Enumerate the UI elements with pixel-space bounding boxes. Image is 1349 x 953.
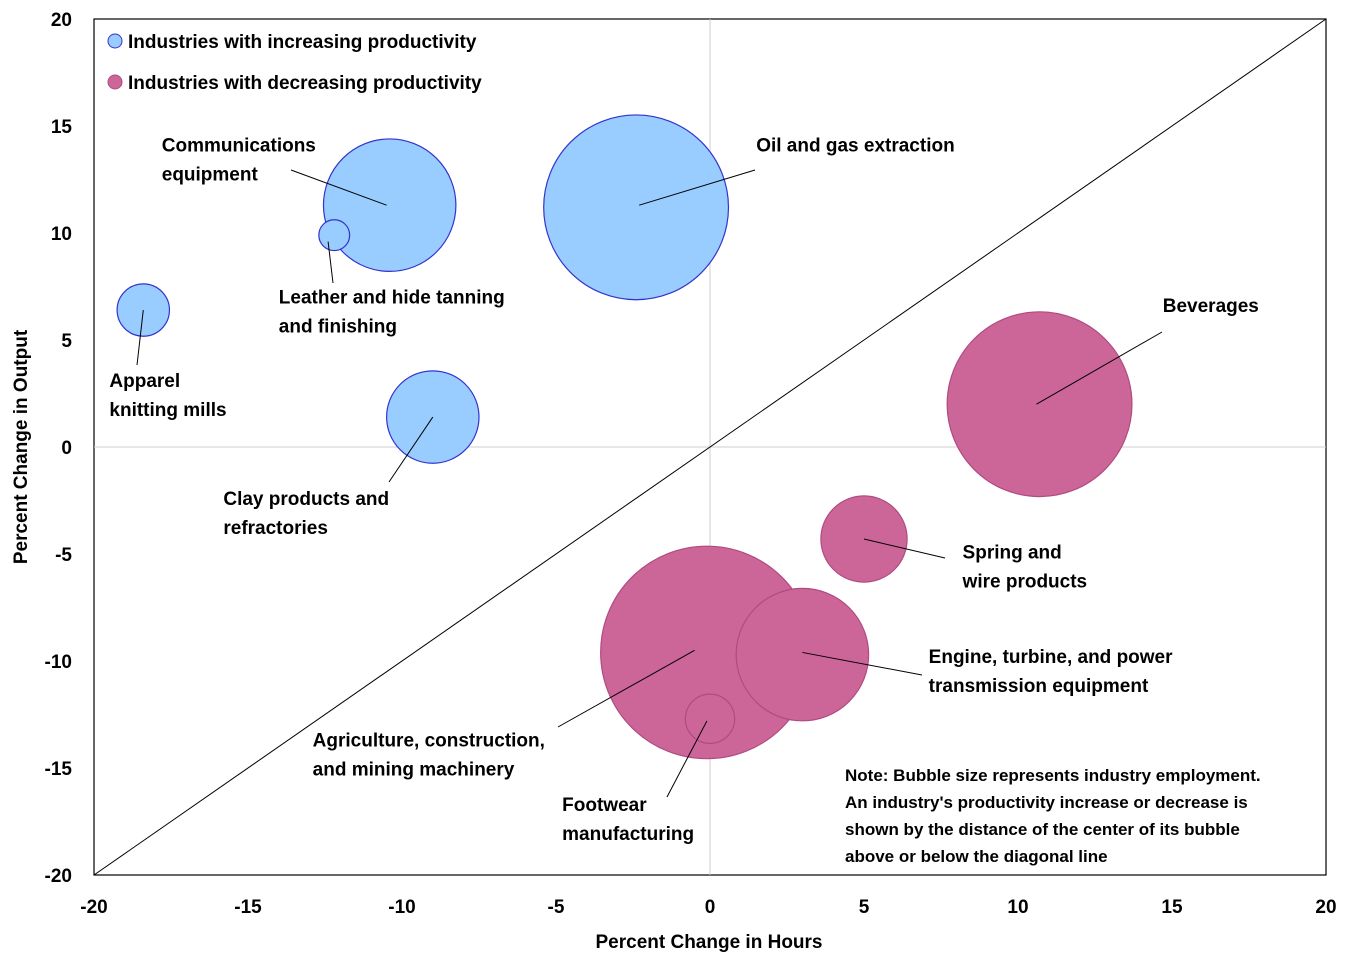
x-tick-label: 20 [1315, 897, 1336, 918]
point-label: Spring and wire products [962, 542, 1088, 592]
legend-marker [107, 33, 123, 49]
point-label: Communications equipment [162, 136, 316, 186]
x-tick-label: 5 [859, 897, 870, 918]
y-tick-label: 10 [51, 224, 72, 245]
legend-marker [107, 74, 123, 90]
x-tick-label: 10 [1007, 897, 1028, 918]
x-axis-title: Percent Change in Hours [596, 932, 823, 953]
bubble [735, 587, 870, 722]
legend-entry: Industries with increasing productivity [128, 32, 477, 53]
legend-entry: Industries with decreasing productivity [128, 73, 482, 94]
point-labels: Oil and gas extraction Communications equi… [109, 136, 1258, 845]
note: Note: Bubble size represents industry em… [845, 766, 1261, 866]
leader-line [1036, 331, 1163, 405]
leader-line [327, 241, 334, 284]
x-tick-label: 0 [705, 897, 716, 918]
y-tick-label: 0 [61, 438, 72, 459]
leader-line [666, 720, 708, 798]
point-label: Oil and gas extraction [756, 136, 955, 157]
x-tick-label: 15 [1161, 897, 1183, 918]
point-label: Apparel knitting mills [109, 371, 226, 421]
point-label: Footwear manufacturing [562, 795, 694, 845]
leader-line [388, 416, 434, 483]
y-tick-label: -10 [45, 652, 72, 673]
bubble [322, 138, 457, 272]
bubble [684, 693, 736, 745]
legend: Industries with increasing productivity I… [107, 32, 482, 94]
leader-line [802, 651, 923, 676]
bubble [543, 114, 730, 301]
leader-line [639, 169, 756, 206]
x-tick-label: -10 [388, 897, 415, 918]
point-label: Beverages [1163, 296, 1259, 317]
bubble [318, 219, 351, 252]
bubbles [116, 114, 1133, 760]
point-label: Clay products and refractories [223, 489, 389, 539]
bubble [946, 311, 1133, 498]
leader-lines [136, 169, 1163, 798]
y-tick-label: -5 [55, 545, 72, 566]
x-tick-label: -5 [548, 897, 565, 918]
leader-line [136, 309, 144, 366]
point-label: Agriculture, construction, and mining mac… [313, 731, 545, 781]
point-label: Engine, turbine, and power transmission e… [929, 647, 1173, 697]
y-tick-label: -15 [45, 759, 73, 780]
point-label: Leather and hide tanning and finishing [279, 288, 505, 338]
note-text: Note: Bubble size represents industry em… [845, 766, 1261, 866]
bubble [385, 370, 480, 464]
y-tick-label: 20 [51, 10, 72, 31]
y-axis-title: Percent Change in Output [11, 329, 32, 564]
x-tick-label: -20 [80, 897, 107, 918]
diagonal-line [93, 18, 1327, 876]
y-tick-label: -20 [45, 866, 72, 887]
y-tick-label: 5 [61, 331, 72, 352]
tick-labels: -20 -15 -10 -5 0 5 10 15 20 20 15 10 5 0 -5 -10 -15 -20 [45, 10, 1337, 918]
leader-line [290, 169, 387, 206]
leader-line [557, 649, 695, 728]
y-tick-label: 15 [51, 117, 73, 138]
x-tick-label: -15 [234, 897, 262, 918]
leader-line [863, 538, 946, 559]
